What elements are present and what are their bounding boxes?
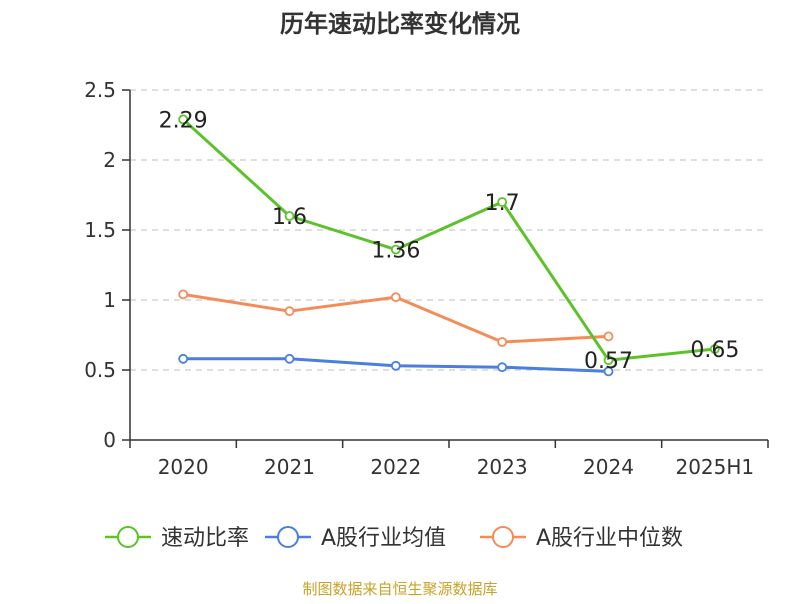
data-label: 1.6 [272,205,307,230]
data-label-layer: 2.29 1.6 1.36 1.7 0.57 0.65 [159,108,740,374]
data-point [390,244,401,255]
x-tick-label: 2023 [477,455,528,479]
x-tick-label: 2024 [583,455,634,479]
y-tick-label: 0.5 [84,358,116,382]
data-point [603,331,614,342]
data-point [497,337,508,347]
series-1 [178,353,614,377]
data-point [497,362,508,373]
y-tick-label: 1.5 [84,218,116,242]
series-2 [178,289,614,347]
series-layer [178,114,720,377]
data-label: 0.57 [584,349,633,374]
data-point [178,289,189,300]
data-point [390,360,401,371]
axis-layer: 0 0.5 1 1.5 2 2.5 2020 2021 2022 2023 2024 2025H1 [84,78,769,479]
legend-label: A股行业中位数 [536,526,683,551]
legend-marker [117,526,139,548]
data-point [284,211,295,221]
data-point [284,306,295,317]
legend-item-2: A股行业中位数 [480,526,683,551]
legend-label: A股行业均值 [321,526,446,551]
source-note: 制图数据来自恒生聚源数据库 [302,580,497,598]
data-point [284,353,295,364]
y-tick-label: 0 [103,428,116,452]
legend-item-0: 速动比率 [105,526,249,551]
data-point [178,353,189,364]
data-label: 0.65 [690,338,739,363]
x-tick-label: 2020 [158,455,209,479]
legend-marker [277,526,299,548]
x-tick-label: 2022 [370,455,421,479]
x-tick-label: 2025H1 [675,455,754,479]
data-point [497,197,508,207]
y-tick-label: 2 [103,148,116,172]
legend-marker [492,526,514,548]
legend: 速动比率 A股行业均值 A股行业中位数 [105,526,683,551]
data-point [709,344,720,354]
chart-title: 历年速动比率变化情况 [280,10,520,38]
x-tick-label: 2021 [264,455,315,479]
data-point [603,355,614,366]
data-label: 2.29 [159,108,208,133]
y-tick-label: 1 [103,288,116,312]
data-point [390,292,401,303]
legend-label: 速动比率 [161,526,249,551]
data-point [603,366,614,377]
data-point [178,114,189,125]
series-0 [178,114,720,366]
series-line [181,117,717,362]
data-label: 1.7 [485,191,520,216]
y-tick-label: 2.5 [84,78,116,102]
legend-item-1: A股行业均值 [265,526,446,551]
data-label: 1.36 [371,239,420,264]
grid-layer [130,89,768,371]
